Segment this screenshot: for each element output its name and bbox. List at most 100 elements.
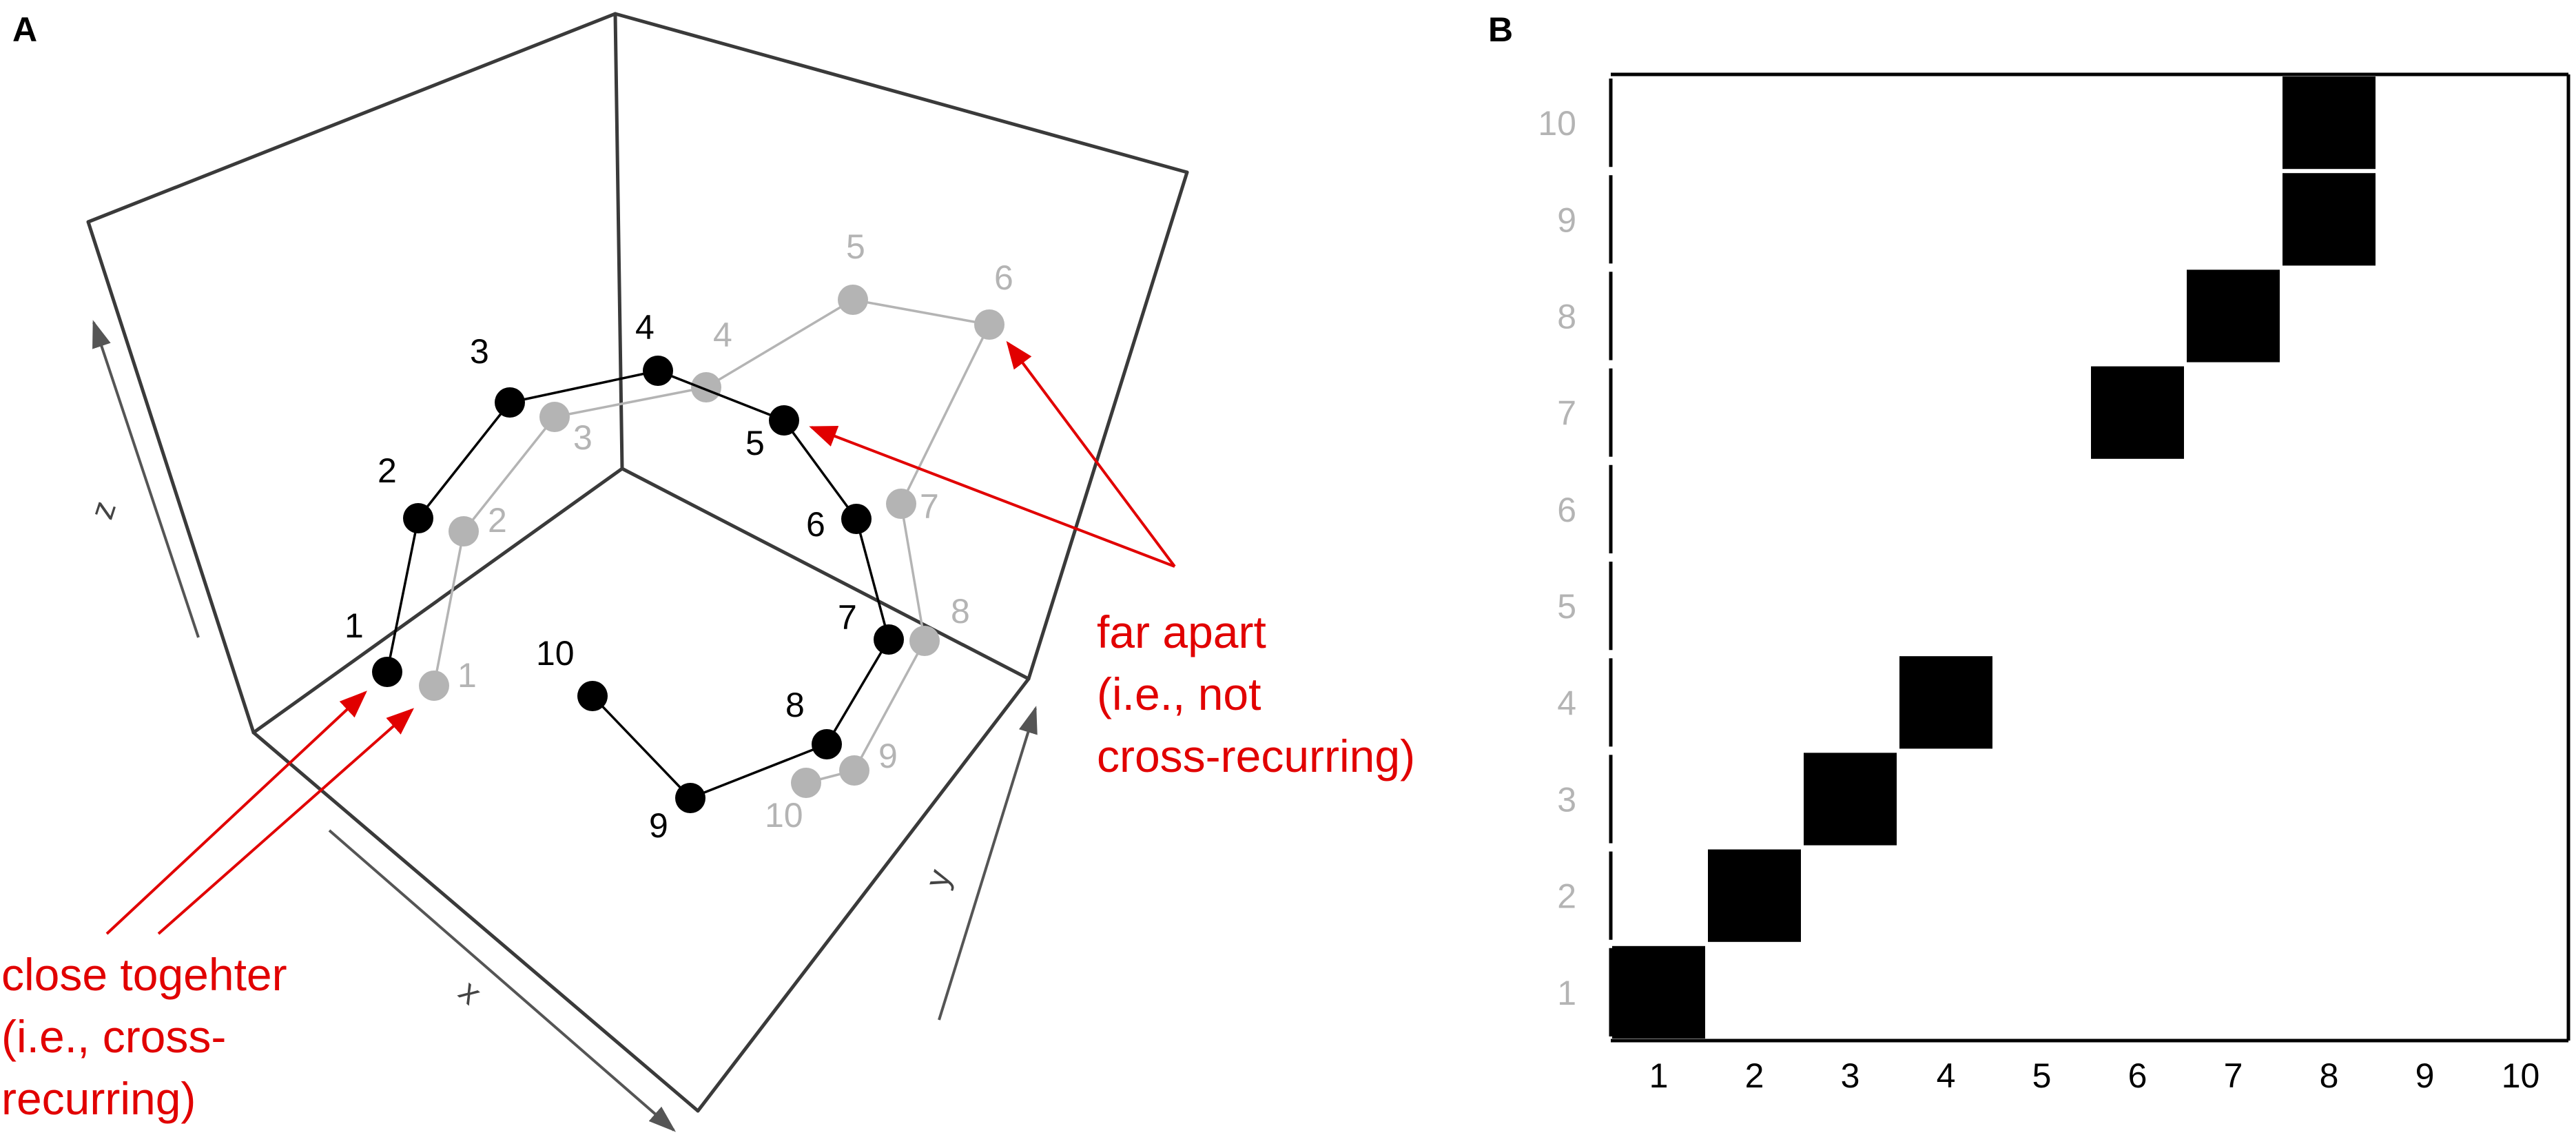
z-axis-label: z (83, 497, 123, 524)
black-point-label: 9 (649, 806, 668, 845)
recurrence-cell (2283, 173, 2376, 266)
gray-point-label: 2 (488, 501, 507, 540)
axis-arrows (92, 320, 1038, 1132)
x-axis-label: x (452, 973, 488, 1012)
gray-trajectory-line (433, 298, 991, 784)
black-point (675, 783, 705, 813)
y-tick-label: 9 (1557, 201, 1576, 239)
box-edge (251, 467, 624, 735)
black-point (495, 387, 525, 418)
gray-point (419, 671, 449, 701)
gray-trajectory: 1 2 3 4 5 6 7 8 9 10 (419, 227, 1013, 835)
box-edge (613, 12, 1189, 174)
black-trajectory-line (386, 369, 890, 800)
panel-b-label: B (1488, 10, 1513, 49)
y-axis-label: y (918, 866, 958, 892)
y-tick-label: 5 (1557, 587, 1576, 626)
recurrence-cell (1708, 849, 1801, 942)
recurrence-cell (1899, 656, 1992, 749)
box-edge (696, 677, 1031, 1113)
box-edge (613, 12, 624, 471)
black-point-label: 4 (635, 308, 655, 347)
box-edge (86, 220, 256, 735)
box-edge (1027, 170, 1189, 681)
black-point (874, 624, 904, 655)
annotation-far: far apart (i.e., not cross-recurring) (809, 340, 1415, 781)
annotation-far-line-1: far apart (1097, 606, 1266, 657)
panel-a-3d-plot: A z x y 1 2 3 4 5 6 7 8 9 10 (1, 10, 1415, 1132)
black-points: 1 2 3 4 5 6 7 8 9 10 (344, 308, 904, 845)
x-axis-arrow (328, 829, 677, 1132)
gray-point (449, 516, 479, 546)
black-point (577, 681, 608, 711)
y-tick-label: 8 (1557, 298, 1576, 336)
gray-point (974, 309, 1004, 340)
plot-frame (1609, 72, 2570, 1043)
black-point-label: 7 (838, 598, 857, 637)
recurrence-cell (2187, 269, 2280, 362)
panel-b-recurrence-plot: B 1 2 3 4 5 6 7 8 9 10 1 2 3 4 5 6 7 8 9 10 (1488, 10, 2570, 1095)
y-tick-label: 2 (1557, 877, 1576, 916)
y-tick-label: 3 (1557, 781, 1576, 819)
gray-point-label: 5 (846, 227, 865, 266)
x-tick-label: 1 (1649, 1056, 1669, 1095)
y-axis-arrow (938, 706, 1038, 1021)
black-point (643, 356, 673, 386)
gray-point-label: 6 (994, 258, 1013, 297)
gray-point-label: 8 (951, 592, 970, 631)
black-point-label: 6 (806, 505, 825, 544)
gray-points: 1 2 3 4 5 6 7 8 9 10 (419, 227, 1013, 835)
gray-point-label: 3 (573, 418, 593, 457)
gray-point-label: 1 (457, 656, 477, 695)
black-point-label: 3 (470, 332, 489, 371)
red-arrow (105, 691, 367, 935)
recurrence-cell (2283, 76, 2376, 170)
y-tick-label: 7 (1557, 394, 1576, 433)
gray-point-label: 9 (878, 737, 898, 775)
recurrence-cell (1804, 753, 1897, 846)
annotation-close-line-3: recurring) (1, 1073, 196, 1124)
annotation-close: close togehter (i.e., cross- recurring) (1, 691, 414, 1124)
bounding-box (86, 12, 1189, 1113)
red-arrow (809, 425, 1175, 568)
recurrence-cell (1612, 945, 1705, 1039)
recurrence-cell (2091, 366, 2184, 459)
annotation-close-line-2: (i.e., cross- (1, 1011, 226, 1062)
gray-point (539, 402, 570, 432)
gray-point-label: 4 (713, 316, 732, 354)
gray-point-label: 7 (920, 487, 939, 526)
black-point-label: 10 (536, 634, 575, 673)
box-edge (86, 12, 617, 224)
x-tick-label: 7 (2224, 1056, 2243, 1095)
x-tick-labels: 1 2 3 4 5 6 7 8 9 10 (1649, 1056, 2540, 1095)
gray-point-label: 10 (765, 796, 803, 835)
gray-point (791, 768, 821, 798)
y-tick-label: 4 (1557, 684, 1576, 722)
x-tick-label: 8 (2320, 1056, 2339, 1095)
black-point-label: 2 (378, 451, 397, 490)
red-arrow (1006, 340, 1176, 568)
gray-point (839, 755, 869, 786)
black-point (812, 729, 842, 759)
gray-point (886, 489, 916, 519)
black-point (403, 503, 433, 533)
x-tick-label: 9 (2415, 1056, 2435, 1095)
y-tick-label: 10 (1538, 104, 1576, 143)
gray-point (691, 372, 721, 402)
x-tick-label: 10 (2502, 1056, 2540, 1095)
x-tick-label: 2 (1745, 1056, 1764, 1095)
x-tick-label: 5 (2032, 1056, 2052, 1095)
black-point (769, 405, 799, 436)
x-tick-label: 3 (1841, 1056, 1860, 1095)
y-tick-labels: 1 2 3 4 5 6 7 8 9 10 (1538, 104, 1576, 1012)
annotation-close-line-1: close togehter (1, 949, 287, 1000)
gray-point (909, 626, 940, 656)
z-axis-arrow (92, 320, 200, 638)
annotation-far-line-3: cross-recurring) (1097, 730, 1415, 781)
panel-a-label: A (12, 10, 37, 49)
red-arrow (157, 708, 414, 935)
black-point (841, 504, 872, 534)
black-point (372, 657, 402, 687)
x-tick-label: 4 (1937, 1056, 1956, 1095)
